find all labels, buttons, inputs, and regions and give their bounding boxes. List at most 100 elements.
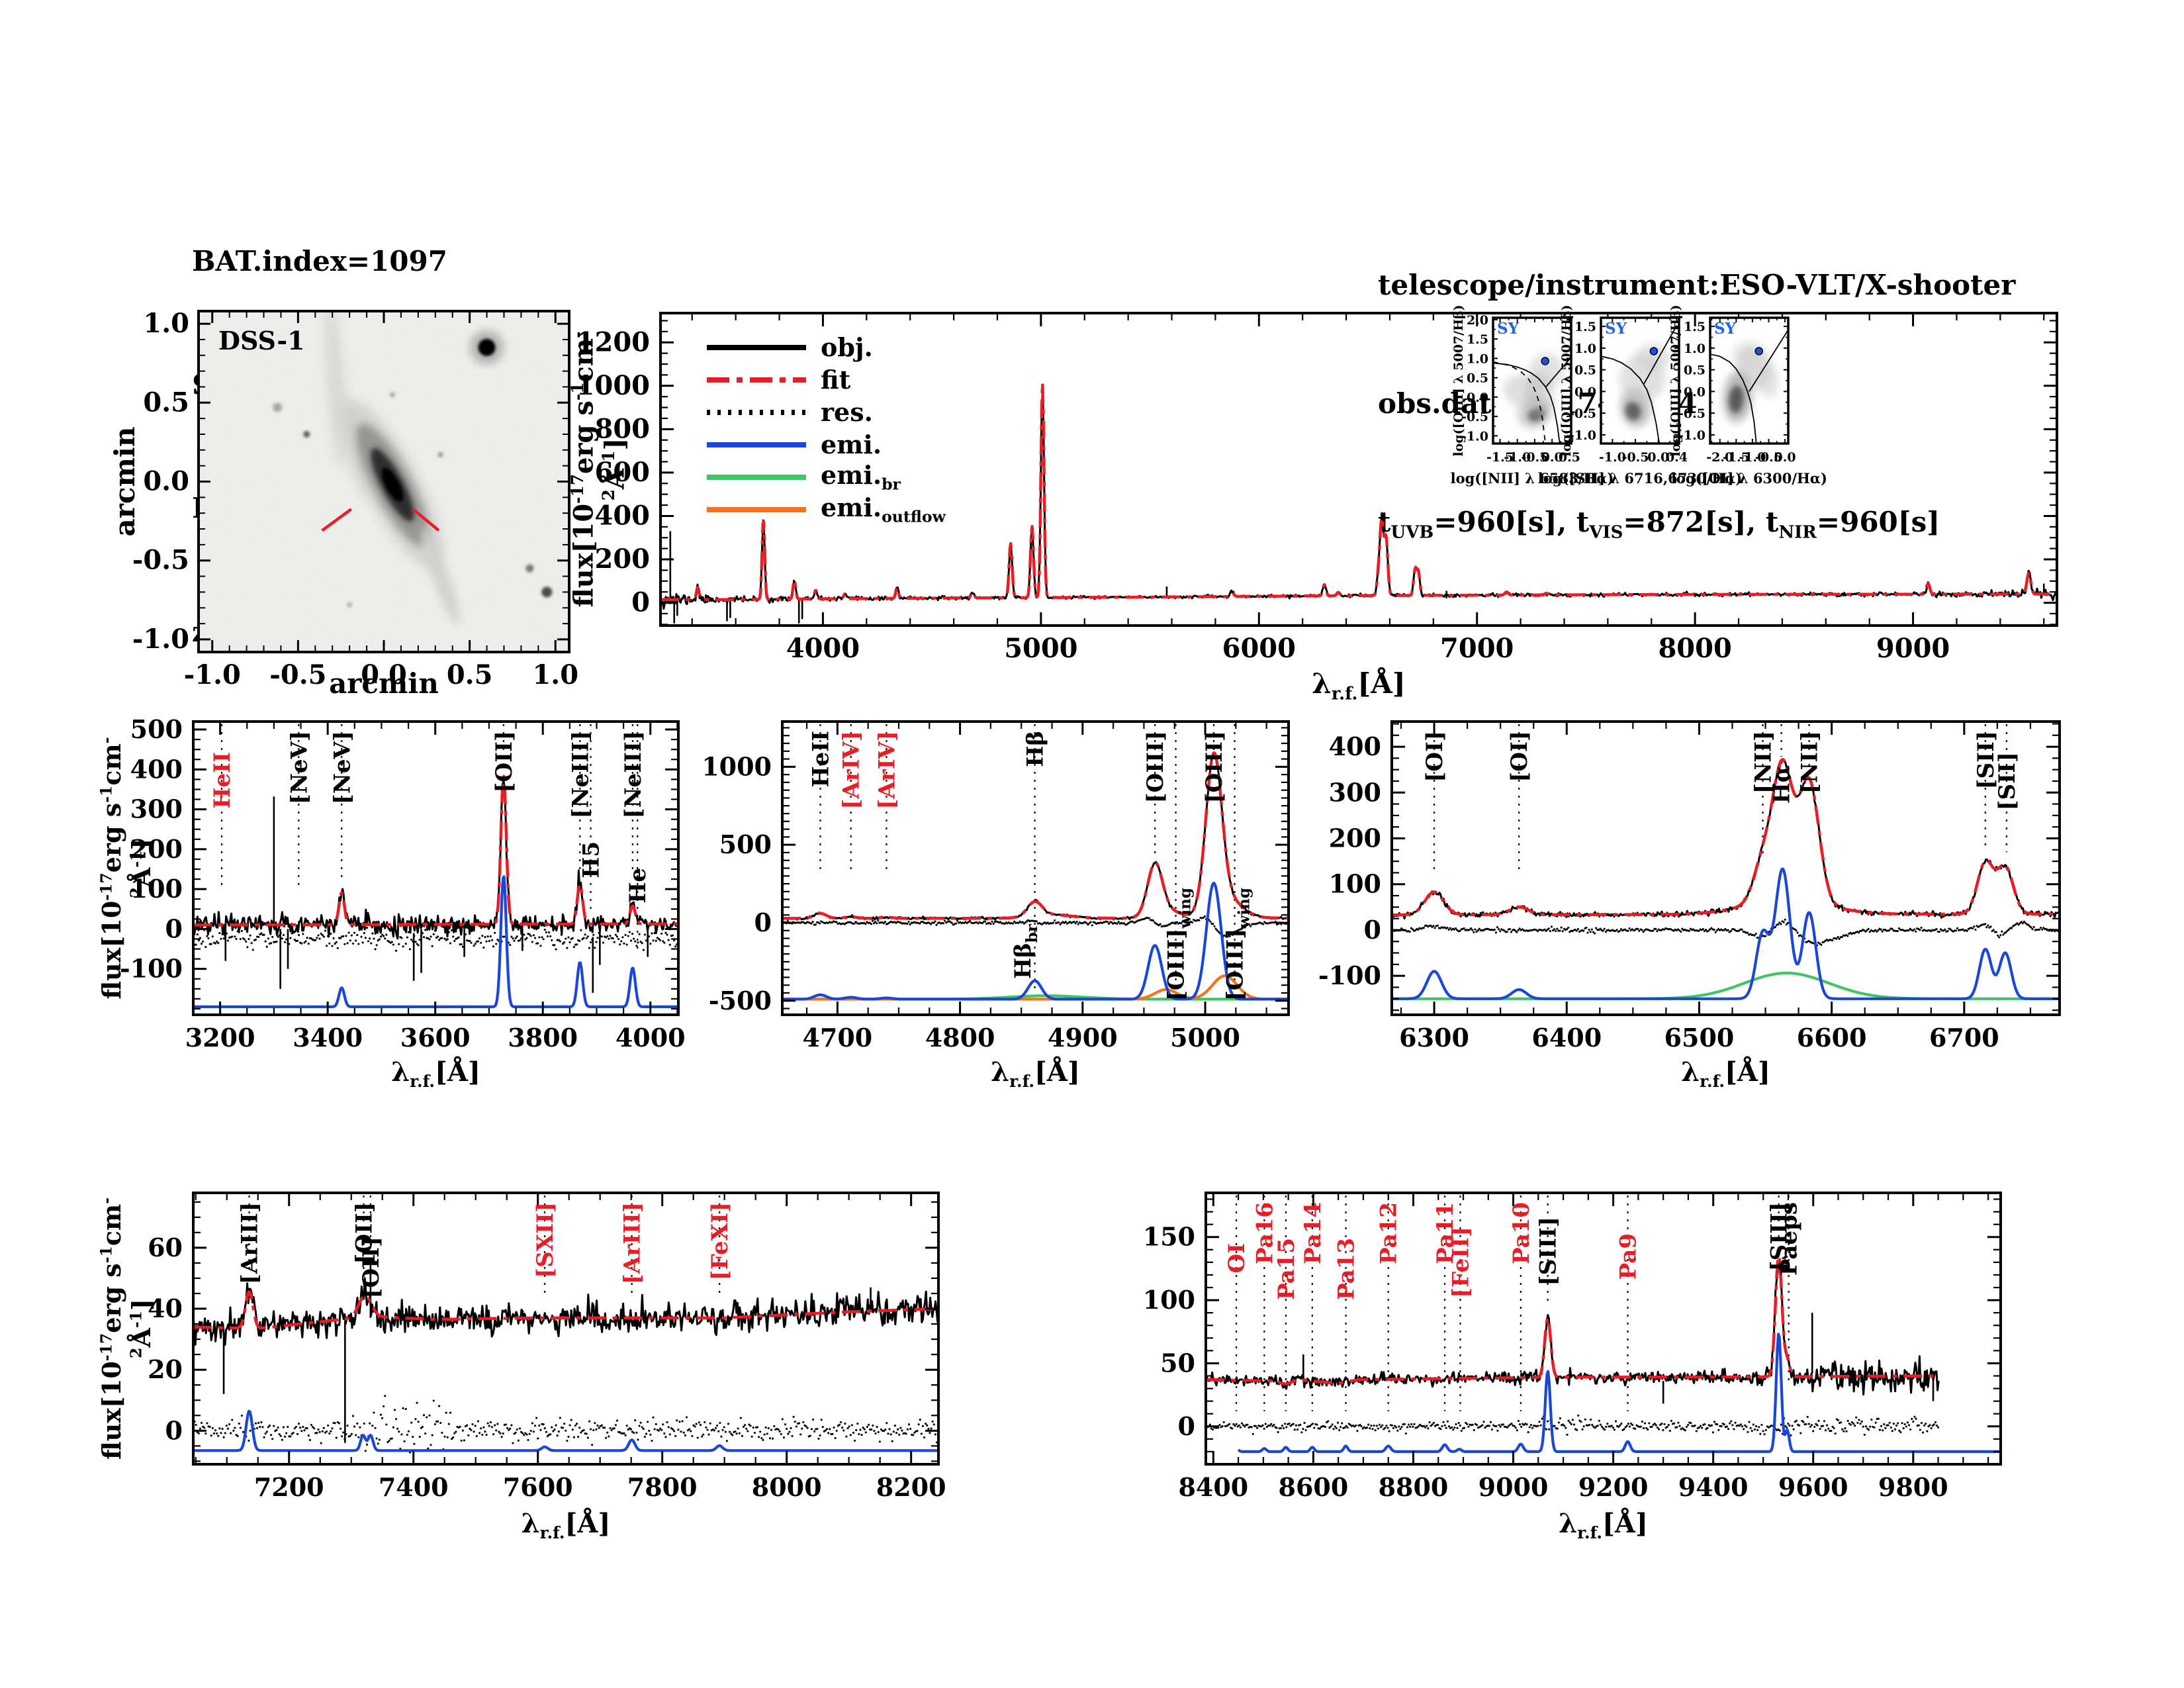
svg-text:Pa10: Pa10 (1508, 1202, 1535, 1264)
svg-text:[SII]: [SII] (1994, 752, 2021, 811)
svg-text:Pa13: Pa13 (1333, 1238, 1359, 1300)
svg-text:8000: 8000 (1658, 633, 1731, 664)
bpt-diagram-sii: -1.0 -0.5 0.0 0.4 -1.0 -0.5 0.0 0.5 1.0 1.5 log([S… (1538, 305, 1742, 487)
svg-text:9000: 9000 (1876, 633, 1950, 664)
svg-text:-100: -100 (1318, 961, 1381, 990)
svg-text:SY: SY (1605, 320, 1627, 338)
svg-text:0.0: 0.0 (1467, 391, 1488, 405)
legend-label-res: res. (821, 397, 873, 427)
legend-line-emi (707, 440, 806, 449)
svg-text:0: 0 (631, 587, 650, 618)
svg-text:50: 50 (1160, 1348, 1195, 1378)
svg-text:9400: 9400 (1678, 1472, 1749, 1502)
svg-text:-1.0: -1.0 (1678, 428, 1706, 443)
svg-text:1.5: 1.5 (1574, 320, 1596, 334)
svg-text:3200: 3200 (185, 1023, 255, 1053)
svg-text:40: 40 (148, 1293, 183, 1323)
legend-line-emi-outflow (707, 505, 806, 514)
legend-item-emi-br: emi.br (707, 460, 946, 494)
botleft-wavelength-axis-label: λr.f.[Å] (521, 1508, 611, 1542)
svg-text:-1.0: -1.0 (1504, 450, 1531, 465)
svg-text:1.0: 1.0 (143, 308, 189, 339)
svg-text:[OI]: [OI] (1422, 731, 1448, 782)
svg-text:7400: 7400 (379, 1472, 449, 1502)
svg-text:0.0: 0.0 (1574, 385, 1596, 399)
svg-text:SY: SY (1497, 320, 1520, 338)
svg-text:[FeXI]: [FeXI] (707, 1202, 733, 1280)
svg-text:1.0: 1.0 (1684, 342, 1706, 356)
field-star (478, 338, 496, 356)
legend-label-fit: fit (821, 365, 851, 395)
svg-text:[SXII]: [SXII] (532, 1202, 559, 1278)
svg-text:3800: 3800 (508, 1023, 578, 1053)
svg-text:Pa15: Pa15 (1273, 1238, 1300, 1300)
svg-text:-2.0: -2.0 (1706, 450, 1733, 465)
legend-item-res: res. (707, 396, 946, 428)
svg-text:OI: OI (1224, 1243, 1250, 1274)
svg-text:log([OI] λ 6300/Hα): log([OI] λ 6300/Hα) (1671, 470, 1827, 487)
bpt-data-point (1649, 347, 1659, 355)
svg-text:Pa16: Pa16 (1251, 1202, 1278, 1264)
svg-text:Pa14: Pa14 (1300, 1202, 1326, 1264)
legend-item-emi-outflow: emi.outflow (707, 492, 946, 526)
svg-text:SY: SY (1714, 320, 1737, 338)
svg-text:4800: 4800 (925, 1023, 995, 1053)
svg-text:300: 300 (1329, 777, 1381, 807)
svg-text:0.5: 0.5 (1559, 450, 1580, 465)
zoom-panel-halpha-nii-sii: 6300 6400 6500 6600 6700 -100 0 100 200 300 400 [OI… (1318, 720, 2061, 1053)
svg-text:1.0: 1.0 (1467, 352, 1488, 366)
svg-text:800: 800 (595, 413, 651, 444)
svg-text:-1.0: -1.0 (132, 624, 189, 655)
svg-text:7800: 7800 (627, 1472, 698, 1502)
svg-text:[SIII]: [SIII] (1766, 1202, 1793, 1271)
svg-text:log([SII] λ 6716,6730/Hα): log([SII] λ 6716,6730/Hα) (1538, 470, 1742, 487)
svg-text:[NII]: [NII] (1797, 731, 1823, 794)
svg-text:0.0: 0.0 (361, 659, 407, 690)
svg-text:0.0: 0.0 (1647, 450, 1669, 465)
svg-text:100: 100 (130, 874, 183, 904)
legend: obj. fit res. emi. emi.br emi.outflow (707, 331, 946, 526)
svg-text:HeII: HeII (209, 752, 236, 809)
svg-text:log([OIII] λ 5007/Hβ): log([OIII] λ 5007/Hβ) (1451, 305, 1466, 456)
svg-text:5000: 5000 (1004, 633, 1077, 664)
svg-text:[NeV]: [NeV] (329, 731, 355, 804)
svg-text:1000: 1000 (576, 370, 650, 401)
svg-text:0: 0 (165, 1415, 183, 1445)
svg-text:[OIII]wing: [OIII]wing (1163, 888, 1195, 1001)
svg-text:6600: 6600 (1797, 1023, 1867, 1053)
svg-text:8600: 8600 (1279, 1472, 1349, 1502)
dss-survey-tag: DSS-1 (218, 326, 305, 355)
dss-image-panel: -1.0 -1.0 -0.5 -0.5 0.0 0.0 0.5 0.5 1.0 1.0 DSS-1 (132, 308, 578, 690)
svg-text:200: 200 (595, 543, 651, 575)
svg-text:400: 400 (130, 754, 183, 784)
svg-text:-0.5: -0.5 (1755, 450, 1782, 465)
zoom-panel-3200-4000: 3200 3400 3600 3800 4000 -100 0 100 200 300 400 500… (120, 714, 686, 1053)
svg-text:5000: 5000 (1170, 1023, 1240, 1053)
svg-text:-0.5: -0.5 (1622, 450, 1649, 465)
svg-text:7200: 7200 (254, 1472, 324, 1502)
slit-mark (321, 508, 353, 532)
midcenter-wavelength-axis-label: λr.f.[Å] (991, 1056, 1080, 1091)
svg-text:0.4: 0.4 (1666, 450, 1688, 465)
svg-text:-1.0: -1.0 (184, 659, 241, 690)
svg-text:Hβbr: Hβbr (1010, 923, 1041, 979)
svg-text:8200: 8200 (876, 1472, 946, 1502)
svg-text:6400: 6400 (1531, 1023, 1602, 1053)
svg-text:-0.5: -0.5 (132, 545, 189, 576)
svg-text:4900: 4900 (1048, 1023, 1118, 1053)
svg-text:Pa11: Pa11 (1432, 1202, 1459, 1264)
svg-text:400: 400 (1329, 731, 1381, 761)
legend-label-emi-outflow: emi.outflow (821, 492, 946, 526)
legend-line-emi-br (707, 473, 806, 482)
svg-text:9000: 9000 (1479, 1472, 1549, 1502)
svg-text:[ArIV]: [ArIV] (839, 731, 865, 810)
svg-text:[NeIII]: [NeIII] (620, 731, 647, 819)
svg-text:-100: -100 (120, 954, 183, 984)
svg-text:100: 100 (1329, 869, 1381, 899)
svg-text:9200: 9200 (1578, 1472, 1649, 1502)
svg-text:500: 500 (719, 829, 772, 859)
svg-text:[OII]: [OII] (351, 1202, 378, 1264)
svg-text:20: 20 (148, 1354, 183, 1384)
svg-text:0.0: 0.0 (1541, 450, 1563, 465)
svg-text:7000: 7000 (1440, 633, 1514, 664)
